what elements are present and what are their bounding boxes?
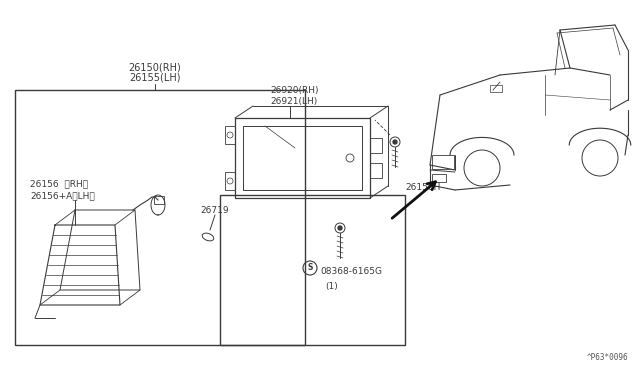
Bar xyxy=(225,126,235,144)
Bar xyxy=(235,118,370,198)
Bar xyxy=(432,155,454,169)
Text: 26719: 26719 xyxy=(200,206,228,215)
Bar xyxy=(225,172,235,190)
Text: 26150H: 26150H xyxy=(405,183,440,192)
Circle shape xyxy=(393,140,397,144)
Text: 26156  〈RH〉: 26156 〈RH〉 xyxy=(30,179,88,188)
Bar xyxy=(370,138,382,153)
Bar xyxy=(490,85,502,92)
Bar xyxy=(15,90,305,345)
Bar xyxy=(154,196,164,204)
Text: 26156+A〈LH〉: 26156+A〈LH〉 xyxy=(30,191,95,200)
Text: 26920(RH): 26920(RH) xyxy=(270,86,319,95)
Text: (1): (1) xyxy=(325,282,338,291)
Bar xyxy=(432,174,446,182)
Text: ^P63*0096: ^P63*0096 xyxy=(586,353,628,362)
Text: 26155(LH): 26155(LH) xyxy=(129,72,180,82)
Bar xyxy=(370,163,382,178)
Text: 26150(RH): 26150(RH) xyxy=(129,62,181,72)
Text: 26921(LH): 26921(LH) xyxy=(270,97,317,106)
Circle shape xyxy=(338,226,342,230)
Bar xyxy=(243,126,362,190)
Text: 08368-6165G: 08368-6165G xyxy=(320,267,382,276)
Bar xyxy=(220,195,405,345)
Text: S: S xyxy=(307,263,313,273)
